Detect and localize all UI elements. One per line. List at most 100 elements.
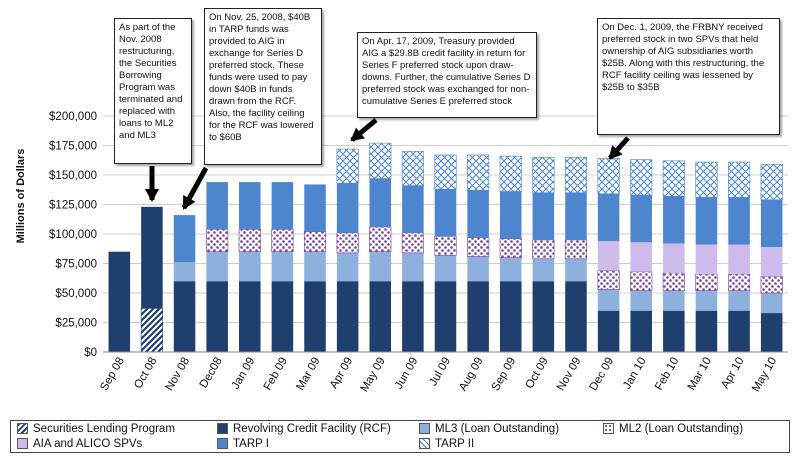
bar-segment [467, 237, 490, 257]
bar-segment [499, 191, 522, 239]
x-tick-label: May 09 [359, 356, 388, 395]
bar-segment [434, 236, 457, 256]
bar-segment [173, 215, 196, 263]
legend-swatch [217, 438, 228, 449]
y-tick-label: $125,000 [49, 200, 97, 212]
bar-segment [695, 290, 718, 311]
callout-arrows [145, 118, 630, 210]
bar-segment [760, 246, 783, 277]
bar-segment [304, 184, 326, 232]
legend-label: ML2 (Loan Outstanding) [619, 423, 744, 435]
bar-segment [597, 241, 620, 271]
bar-segment [760, 293, 783, 314]
bar-segment [239, 281, 261, 352]
x-tick-label: Jul 09 [427, 356, 453, 389]
x-tick-label: Apr 10 [719, 356, 746, 391]
bar-segment [499, 238, 522, 258]
legend-label: Securities Lending Program [33, 423, 175, 435]
bar-segment [728, 197, 750, 245]
bar-segment [271, 281, 294, 352]
x-tick-label: Oct 08 [132, 356, 159, 391]
bar-segment [532, 157, 555, 194]
bar-segment [695, 161, 718, 198]
bar-segment [565, 281, 587, 352]
bar-segment [728, 273, 751, 291]
bar-segment [206, 182, 228, 230]
legend-label: TARP I [233, 438, 269, 450]
bar-segment [402, 252, 424, 282]
bar-segment [369, 251, 392, 282]
legend-item: TARP II [419, 438, 474, 450]
bar-segment [434, 154, 457, 190]
bar-segment [663, 243, 685, 273]
bar-segment [760, 199, 783, 247]
bar-segment [369, 178, 392, 227]
bar-segment [369, 142, 392, 179]
bar-segment [238, 228, 261, 252]
y-tick-label: $100,000 [49, 229, 97, 241]
legend: Securities Lending Program Revolving Cred… [10, 420, 790, 453]
bar-segment [663, 290, 685, 311]
bar-segment [336, 183, 359, 233]
bar-segment [206, 228, 229, 252]
x-tick-label: Jun 09 [393, 356, 421, 392]
bar-segment [141, 206, 163, 309]
bar-segment [206, 281, 228, 352]
bar-segment [532, 192, 555, 240]
bar-segment [728, 290, 750, 311]
bar-segment [336, 148, 359, 184]
y-axis-ticks: $0 $25,000 $50,000 $75,000 $100,000 $125,000 $… [49, 111, 97, 359]
bar-segment [434, 281, 457, 352]
legend-label: Revolving Credit Facility (RCF) [233, 423, 391, 435]
x-tick-label: Feb 10 [653, 356, 681, 393]
bar-segment [695, 197, 718, 245]
bar-segment [597, 310, 620, 352]
callout-arrow [145, 166, 159, 202]
bar-segment [760, 164, 783, 201]
y-tick-label: $150,000 [49, 170, 97, 182]
legend-swatch [419, 423, 430, 434]
legend-label: ML3 (Loan Outstanding) [435, 423, 560, 435]
x-axis-ticks: Sep 08 Oct 08 Nov 08 Dec08 Jan 09 Feb 09 Mar 0… [98, 355, 779, 394]
bar-segment [630, 310, 652, 352]
bar-segment [597, 158, 620, 195]
bar-segment [728, 310, 750, 352]
y-tick-label: $175,000 [49, 141, 97, 153]
bar-segment [434, 255, 457, 282]
legend-item: Revolving Credit Facility (RCF) [217, 423, 391, 435]
bar-segment [630, 242, 652, 272]
bar-segment [239, 182, 261, 230]
bar-segment [173, 262, 196, 282]
legend-swatch [217, 423, 228, 434]
bar-segment [728, 244, 750, 275]
x-tick-label: Dec08 [198, 356, 225, 391]
bar-segment [271, 228, 294, 252]
bar-segment [695, 310, 718, 352]
x-tick-label: Apr 09 [328, 356, 355, 391]
y-tick-label: $0 [84, 347, 97, 359]
legend-label: TARP II [435, 438, 475, 450]
bar-segment [728, 161, 751, 198]
bar-segment [630, 271, 653, 291]
x-tick-label: Oct 09 [524, 356, 551, 391]
bar-segment [304, 281, 326, 352]
legend-item: ML2 (Loan Outstanding) [603, 423, 743, 435]
bar-segment [271, 182, 294, 230]
bar-segment [336, 232, 359, 254]
callout-tarp-funds: On Nov. 25, 2008, $40B in TARP funds was… [204, 8, 322, 165]
bar-segment [760, 313, 783, 352]
callout-arrow [181, 166, 209, 210]
y-tick-label: $200,000 [49, 111, 97, 123]
bar-segment [336, 281, 359, 352]
callout-arrow [350, 118, 378, 142]
bar-segment [402, 281, 424, 352]
bar-segment [663, 310, 685, 352]
x-tick-label: Nov 08 [164, 356, 193, 394]
bar-segment [369, 226, 392, 252]
bar-segment [467, 190, 489, 238]
x-tick-label: May 10 [750, 356, 779, 395]
x-tick-label: Sep 09 [490, 356, 519, 394]
bar-segment [630, 195, 652, 243]
x-tick-label: Mar 09 [294, 356, 322, 393]
